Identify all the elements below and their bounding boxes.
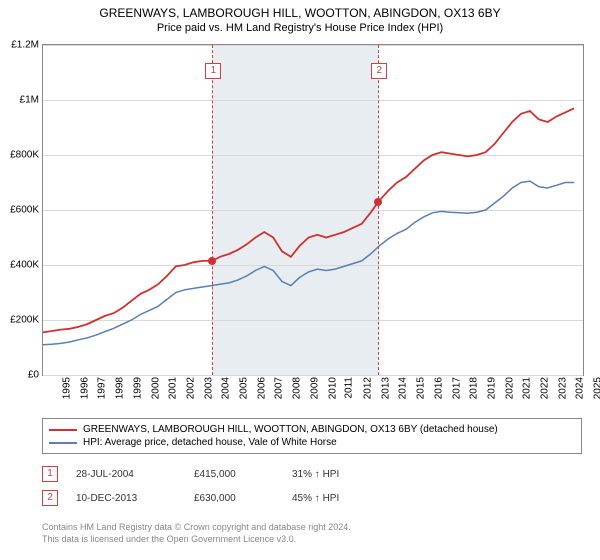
x-axis-label: 2014 bbox=[398, 377, 409, 399]
y-gridline bbox=[43, 375, 583, 376]
legend-row: HPI: Average price, detached house, Vale… bbox=[49, 436, 575, 449]
y-axis-label: £800K bbox=[10, 150, 43, 161]
x-axis-label: 2005 bbox=[238, 377, 249, 399]
series-svg bbox=[43, 45, 583, 375]
footnote-line: This data is licensed under the Open Gov… bbox=[42, 534, 351, 546]
x-axis-label: 2025 bbox=[592, 377, 600, 399]
footnote-line: Contains HM Land Registry data © Crown c… bbox=[42, 522, 351, 534]
transaction-row: 2 10-DEC-2013 £630,000 45% ↑ HPI bbox=[42, 486, 392, 510]
x-axis-label: 2013 bbox=[380, 377, 391, 399]
y-axis-label: £400K bbox=[10, 260, 43, 271]
y-axis-label: £1.2M bbox=[11, 40, 43, 51]
x-axis-label: 2020 bbox=[504, 377, 515, 399]
x-axis-label: 2002 bbox=[185, 377, 196, 399]
footnote: Contains HM Land Registry data © Crown c… bbox=[42, 522, 351, 545]
x-axis-label: 2009 bbox=[309, 377, 320, 399]
marker-number-box: 2 bbox=[371, 63, 387, 79]
x-axis-label: 2007 bbox=[274, 377, 285, 399]
transaction-price: £415,000 bbox=[194, 469, 274, 480]
transaction-row: 1 28-JUL-2004 £415,000 31% ↑ HPI bbox=[42, 462, 392, 486]
series-line-hpi bbox=[43, 181, 574, 345]
x-axis-label: 1998 bbox=[114, 377, 125, 399]
legend-label: HPI: Average price, detached house, Vale… bbox=[83, 437, 337, 448]
chart-title: GREENWAYS, LAMBOROUGH HILL, WOOTTON, ABI… bbox=[0, 0, 600, 20]
x-axis-label: 2001 bbox=[167, 377, 178, 399]
x-axis-label: 2008 bbox=[291, 377, 302, 399]
transaction-date: 10-DEC-2013 bbox=[76, 493, 176, 504]
x-axis-label: 1996 bbox=[79, 377, 90, 399]
x-axis-label: 2019 bbox=[486, 377, 497, 399]
legend-label: GREENWAYS, LAMBOROUGH HILL, WOOTTON, ABI… bbox=[83, 424, 498, 435]
x-axis-label: 2012 bbox=[362, 377, 373, 399]
x-axis-label: 2006 bbox=[256, 377, 267, 399]
chart-subtitle: Price paid vs. HM Land Registry's House … bbox=[0, 20, 600, 34]
x-axis-label: 2018 bbox=[468, 377, 479, 399]
series-line-property bbox=[43, 108, 574, 332]
transaction-pct: 31% ↑ HPI bbox=[292, 469, 392, 480]
y-axis-label: £600K bbox=[10, 205, 43, 216]
transaction-number-box: 2 bbox=[42, 490, 58, 506]
x-axis-label: 2016 bbox=[433, 377, 444, 399]
legend-box: GREENWAYS, LAMBOROUGH HILL, WOOTTON, ABI… bbox=[42, 418, 582, 454]
legend-row: GREENWAYS, LAMBOROUGH HILL, WOOTTON, ABI… bbox=[49, 423, 575, 436]
container: GREENWAYS, LAMBOROUGH HILL, WOOTTON, ABI… bbox=[0, 0, 600, 560]
y-axis-label: £200K bbox=[10, 315, 43, 326]
transaction-price: £630,000 bbox=[194, 493, 274, 504]
marker-line bbox=[378, 45, 379, 375]
marker-dot bbox=[208, 257, 216, 265]
marker-number-box: 1 bbox=[205, 63, 221, 79]
x-axis-label: 2004 bbox=[221, 377, 232, 399]
x-axis-label: 2010 bbox=[327, 377, 338, 399]
chart-plot-area: £0£200K£400K£600K£800K£1M£1.2M1995199619… bbox=[42, 44, 584, 376]
x-axis-label: 2003 bbox=[203, 377, 214, 399]
x-axis-label: 2024 bbox=[575, 377, 586, 399]
marker-dot bbox=[374, 198, 382, 206]
x-axis-label: 1999 bbox=[132, 377, 143, 399]
legend-swatch bbox=[49, 429, 77, 431]
transaction-number-box: 1 bbox=[42, 466, 58, 482]
x-axis-label: 2017 bbox=[451, 377, 462, 399]
x-axis-label: 2000 bbox=[150, 377, 161, 399]
x-axis-label: 1997 bbox=[97, 377, 108, 399]
transaction-date: 28-JUL-2004 bbox=[76, 469, 176, 480]
marker-line bbox=[212, 45, 213, 375]
x-axis-label: 2011 bbox=[344, 377, 355, 399]
legend-swatch bbox=[49, 442, 77, 444]
x-axis-label: 2023 bbox=[557, 377, 568, 399]
x-axis-label: 2015 bbox=[415, 377, 426, 399]
x-axis-label: 1995 bbox=[61, 377, 72, 399]
transactions-table: 1 28-JUL-2004 £415,000 31% ↑ HPI 2 10-DEC-201… bbox=[42, 462, 392, 510]
x-axis-label: 2021 bbox=[522, 377, 533, 399]
y-axis-label: £1M bbox=[20, 95, 43, 106]
transaction-pct: 45% ↑ HPI bbox=[292, 493, 392, 504]
y-axis-label: £0 bbox=[28, 370, 43, 381]
x-axis-label: 2022 bbox=[539, 377, 550, 399]
